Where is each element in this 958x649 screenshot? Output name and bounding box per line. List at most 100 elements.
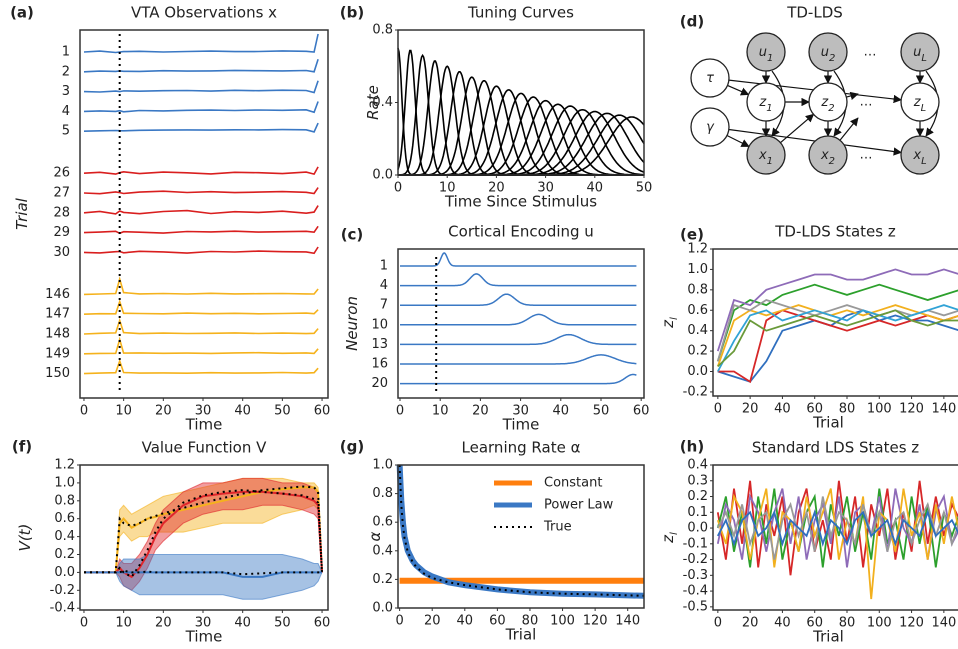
y-axis-label-base: Neuron <box>343 296 361 351</box>
series-line <box>717 309 958 368</box>
x-tick-label: 0 <box>80 404 88 419</box>
encoding-curve <box>400 273 637 287</box>
y-tick-label: 1.2 <box>54 458 75 473</box>
x-tick-label: 120 <box>899 402 924 417</box>
y-tick-label: 0.4 <box>372 543 393 558</box>
panel-label: (a) <box>10 4 34 22</box>
y-tick-label: 0.0 <box>372 601 393 616</box>
y-axis-label-base: V(t) <box>16 524 34 552</box>
node <box>900 82 940 122</box>
node-label-base: z <box>913 95 922 110</box>
x-tick-label: 10 <box>439 181 456 196</box>
node <box>746 82 786 122</box>
legend-label: True <box>543 520 572 535</box>
node-label-sub: 2 <box>829 53 835 64</box>
x-tick-label: 60 <box>314 404 331 419</box>
panel-label: (b) <box>340 4 364 22</box>
node-label-sub: L <box>921 53 927 64</box>
encoding-curve <box>400 313 637 326</box>
trace <box>83 336 319 355</box>
row-label: 13 <box>371 337 388 352</box>
trace <box>83 122 319 133</box>
x-tick-label: 20 <box>155 616 172 631</box>
plot-area <box>398 249 644 398</box>
axes-frame <box>712 248 958 397</box>
y-axis-label-sub: l <box>669 532 680 535</box>
y-tick-label: 0.0 <box>54 565 75 580</box>
diagram-title: TD-LDS <box>786 4 843 22</box>
y-axis-label: V(t) <box>16 524 34 552</box>
row-label: 29 <box>53 225 70 240</box>
x-tick-label: 80 <box>839 402 856 417</box>
edge <box>727 84 750 96</box>
node <box>690 107 730 147</box>
x-tick-label: 0 <box>394 181 402 196</box>
trace <box>83 33 319 54</box>
row-label: 4 <box>62 104 70 119</box>
node-label-sub: 1 <box>767 53 773 64</box>
node <box>808 135 848 175</box>
x-tick-label: 100 <box>867 402 892 417</box>
trace <box>83 317 319 335</box>
chart-title: Learning Rate α <box>462 439 581 457</box>
y-tick-label: 1.0 <box>687 262 708 277</box>
x-axis-label: Time Since Stimulus <box>444 193 597 211</box>
node-label-sub: L <box>921 156 927 167</box>
x-tick-label: 50 <box>593 404 610 419</box>
x-tick-label: 40 <box>457 614 474 629</box>
y-tick-label: 1.2 <box>687 242 708 257</box>
y-axis-label: zl <box>659 317 680 329</box>
y-axis-label: Rate <box>364 85 382 120</box>
legend-label: Constant <box>544 476 602 491</box>
series-line <box>398 464 645 597</box>
ellipsis: … <box>860 148 873 163</box>
y-tick-label: 0.8 <box>54 493 75 508</box>
y-tick-label: -0.3 <box>683 568 708 583</box>
panel-label: (f) <box>12 438 32 456</box>
x-tick-label: 120 <box>899 616 924 631</box>
y-axis-label-base: α <box>366 531 384 541</box>
row-label: 3 <box>62 84 70 99</box>
x-axis-label: Time <box>185 416 223 434</box>
ellipsis: … <box>864 45 877 60</box>
x-axis-label: Trial <box>812 414 844 432</box>
x-tick-label: 60 <box>489 614 506 629</box>
axes-frame <box>712 464 958 611</box>
trace <box>83 205 319 215</box>
series-line <box>716 488 958 568</box>
node-label: u1 <box>759 45 774 64</box>
panel-label: (d) <box>680 13 704 31</box>
y-axis-label: Trial <box>13 197 31 230</box>
chart-title: VTA Observations x <box>131 4 277 22</box>
node-label-sub: 1 <box>767 156 773 167</box>
x-tick-label: 0 <box>80 616 88 631</box>
x-tick-label: 50 <box>274 616 291 631</box>
x-tick-label: 60 <box>314 616 331 631</box>
y-tick-label: 0.6 <box>372 515 393 530</box>
plot-area <box>398 465 644 608</box>
node-label-sub: L <box>921 103 927 114</box>
plot-area <box>398 30 644 175</box>
axes-frame <box>79 29 329 399</box>
row-label: 10 <box>371 317 388 332</box>
x-tick-label: 20 <box>488 181 505 196</box>
trace <box>83 299 319 315</box>
node <box>690 58 730 98</box>
y-tick-label: 1.0 <box>54 475 75 490</box>
x-axis-label: Time <box>502 416 540 434</box>
node-label-sub: 2 <box>828 103 834 114</box>
x-tick-label: 140 <box>931 402 956 417</box>
series-line <box>396 464 645 599</box>
node-label-base: z <box>758 95 767 110</box>
node <box>746 135 786 175</box>
node <box>900 32 940 72</box>
y-axis-label-base: Rate <box>364 85 382 120</box>
y-tick-label: 0.4 <box>687 323 708 338</box>
y-tick-label: -0.4 <box>683 584 708 599</box>
node-label: z1 <box>758 95 772 114</box>
encoding-curve <box>400 293 637 306</box>
x-tick-label: 60 <box>806 616 823 631</box>
trace <box>83 80 319 94</box>
true-line <box>84 489 323 579</box>
